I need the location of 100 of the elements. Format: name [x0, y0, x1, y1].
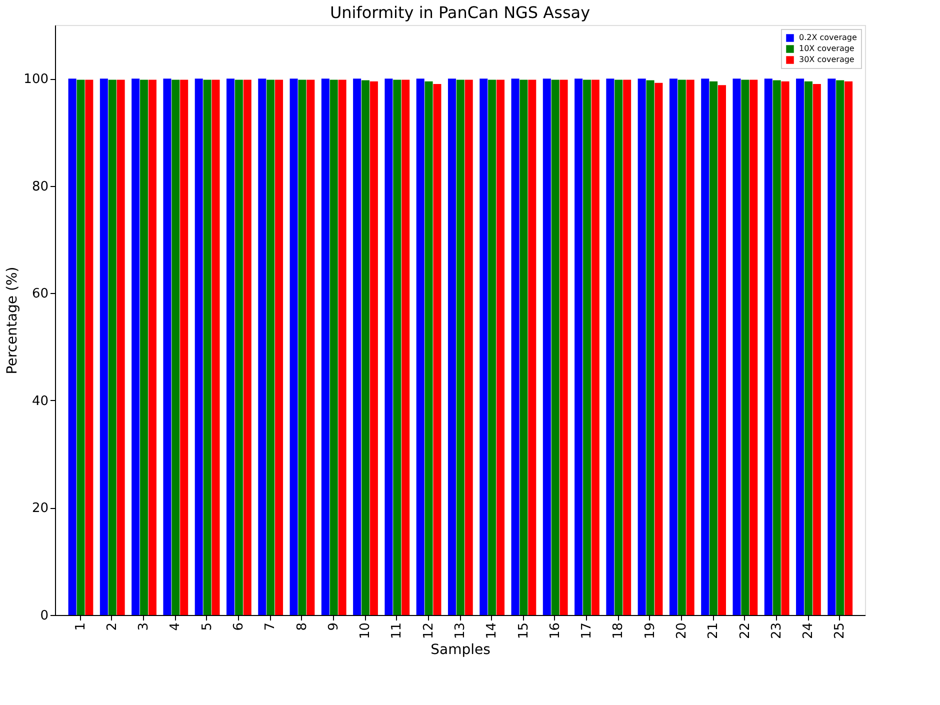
- bar: [416, 78, 424, 615]
- bar: [520, 80, 528, 615]
- x-tick-label: 14: [484, 622, 500, 640]
- x-tick-label: 10: [358, 622, 374, 640]
- bar: [836, 80, 844, 615]
- x-tick-label: 23: [769, 622, 784, 640]
- bar: [710, 81, 718, 615]
- bar: [732, 78, 741, 615]
- x-tick-label: 20: [674, 622, 690, 640]
- bar: [384, 78, 393, 615]
- y-tick-label: 0: [40, 608, 48, 624]
- bar: [275, 80, 284, 615]
- bar: [654, 82, 663, 615]
- legend-label: 0.2X coverage: [799, 33, 857, 42]
- x-tick-label: 16: [548, 622, 563, 640]
- bar: [290, 78, 298, 615]
- bar: [433, 84, 442, 615]
- bar: [686, 80, 694, 615]
- y-tick-label: 60: [32, 286, 48, 302]
- x-tick-label: 22: [738, 622, 753, 640]
- bar: [638, 78, 646, 615]
- bar: [76, 80, 85, 615]
- bar: [480, 78, 488, 615]
- bar: [203, 80, 212, 615]
- bar: [370, 81, 378, 615]
- bar: [330, 80, 338, 615]
- bar: [844, 81, 853, 615]
- bar: [393, 80, 402, 615]
- bar: [338, 80, 346, 615]
- bar: [781, 81, 790, 615]
- x-tick-label: 9: [326, 622, 342, 631]
- x-tick-label: 4: [168, 622, 184, 631]
- x-tick-label: 3: [136, 622, 152, 631]
- x-axis-title: Samples: [430, 642, 490, 658]
- bar: [163, 78, 172, 615]
- bar: [804, 81, 812, 615]
- bar: [764, 78, 772, 615]
- bar: [796, 78, 804, 615]
- bar: [750, 80, 758, 615]
- bar: [464, 80, 473, 615]
- bar: [108, 80, 116, 615]
- bar: [560, 80, 568, 615]
- bar: [772, 80, 781, 615]
- bar: [646, 80, 654, 615]
- bar: [321, 78, 330, 615]
- bar: [353, 78, 362, 615]
- bar: [180, 80, 188, 615]
- bar: [542, 78, 551, 615]
- x-tick-label: 2: [104, 622, 120, 631]
- x-tick-label: 25: [832, 622, 848, 640]
- bar: [456, 80, 464, 615]
- bar: [140, 80, 148, 615]
- bar: [551, 80, 560, 615]
- bar: [298, 80, 306, 615]
- x-tick-label: 15: [516, 622, 532, 640]
- bar: [100, 78, 108, 615]
- x-tick-label: 11: [390, 622, 405, 640]
- bar: [574, 78, 583, 615]
- x-tick-label: 1: [73, 622, 88, 631]
- bar: [488, 80, 496, 615]
- bar: [306, 80, 315, 615]
- x-tick-label: 5: [200, 622, 215, 631]
- x-tick-label: 7: [263, 622, 278, 631]
- legend-label: 30X coverage: [799, 55, 854, 64]
- x-tick-label: 17: [580, 622, 595, 640]
- bar: [606, 78, 614, 615]
- bar: [85, 80, 94, 615]
- x-tick-label: 13: [453, 622, 468, 640]
- bar: [132, 78, 140, 615]
- bar: [496, 80, 505, 615]
- bar: [812, 84, 821, 615]
- bar: [172, 80, 180, 615]
- bar: [258, 78, 266, 615]
- bar: [148, 80, 156, 615]
- bar: [212, 80, 220, 615]
- bar: [591, 80, 600, 615]
- bar: [678, 80, 686, 615]
- bar: [266, 80, 275, 615]
- y-tick-label: 100: [24, 72, 48, 88]
- bar: [116, 80, 125, 615]
- y-tick-label: 40: [32, 394, 48, 409]
- bar: [424, 81, 433, 615]
- bar: [361, 80, 370, 615]
- bar: [511, 78, 520, 615]
- x-tick-label: 21: [706, 622, 722, 640]
- chart-title: Uniformity in PanCan NGS Assay: [330, 3, 590, 22]
- legend-label: 10X coverage: [799, 44, 854, 53]
- bar: [68, 78, 76, 615]
- x-tick-label: 6: [232, 622, 247, 631]
- bar: [243, 80, 252, 615]
- bar: [194, 78, 203, 615]
- x-tick-label: 8: [294, 622, 310, 631]
- bar: [828, 78, 836, 615]
- bar: [402, 80, 410, 615]
- bar: [741, 80, 750, 615]
- bar: [669, 78, 678, 615]
- bar: [234, 80, 243, 615]
- x-tick-label: 12: [421, 622, 436, 640]
- bar: [582, 80, 591, 615]
- bar: [528, 80, 536, 615]
